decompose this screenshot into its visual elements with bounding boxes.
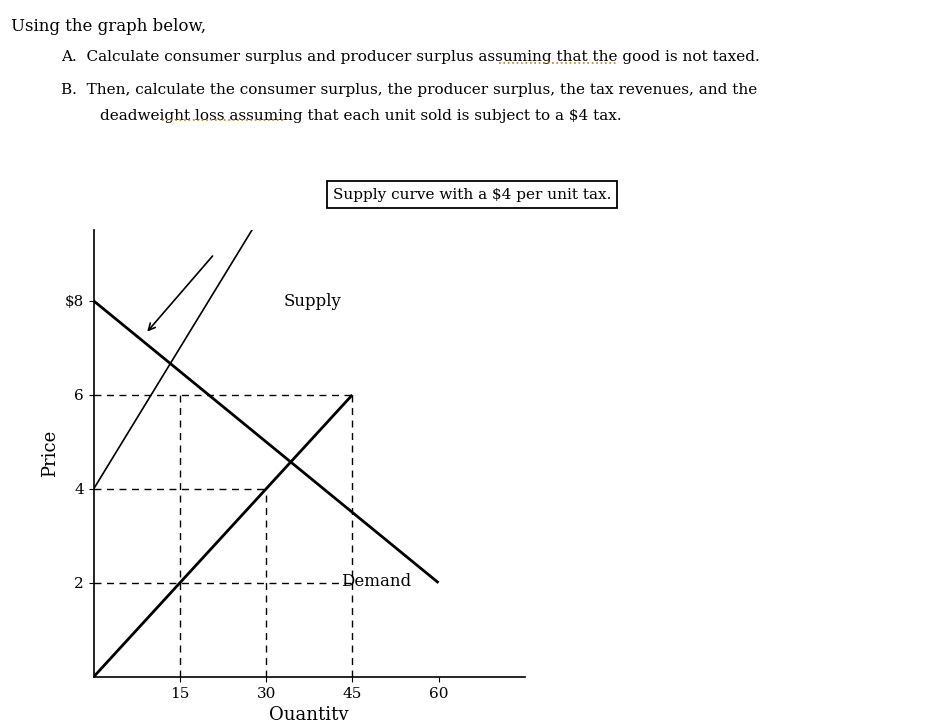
Text: Supply: Supply xyxy=(283,293,341,310)
Text: B.  Then, calculate the consumer surplus, the producer surplus, the tax revenues: B. Then, calculate the consumer surplus,… xyxy=(61,83,756,96)
X-axis label: Quantity: Quantity xyxy=(270,706,348,720)
Text: Demand: Demand xyxy=(341,573,411,590)
Text: Supply curve with a $4 per unit tax.: Supply curve with a $4 per unit tax. xyxy=(332,188,610,202)
Text: Using the graph below,: Using the graph below, xyxy=(11,18,206,35)
Y-axis label: Price: Price xyxy=(41,430,59,477)
Text: deadweight loss assuming that each unit sold is subject to a $4 tax.: deadweight loss assuming that each unit … xyxy=(61,109,621,123)
Text: A.  Calculate consumer surplus and producer surplus assuming that the good is no: A. Calculate consumer surplus and produc… xyxy=(61,50,759,64)
